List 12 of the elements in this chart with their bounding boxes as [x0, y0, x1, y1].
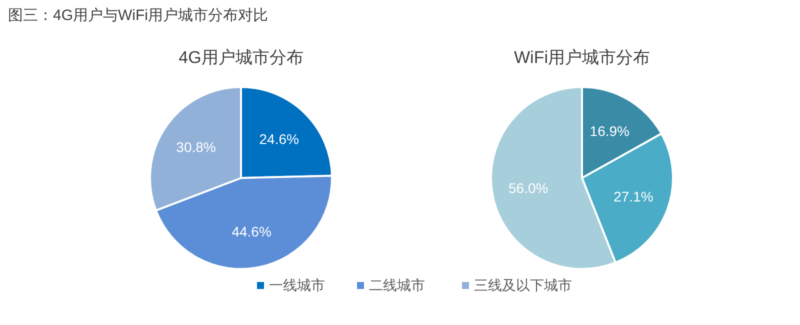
data-label: 27.1%: [614, 188, 654, 204]
legend-label: 三线及以下城市: [474, 277, 572, 293]
chart-title: WiFi用户城市分布: [514, 48, 650, 67]
legend-label: 二线城市: [369, 277, 425, 293]
data-label: 16.9%: [590, 122, 630, 139]
data-label: 24.6%: [259, 130, 299, 147]
data-label: 30.8%: [176, 139, 216, 156]
legend-label: 一线城市: [269, 277, 325, 293]
data-label: 44.6%: [232, 224, 272, 240]
data-label: 56.0%: [508, 180, 548, 196]
chart-title: 4G用户城市分布: [178, 48, 304, 67]
text: 图三：4G用户与WiFi用户城市分布对比: [8, 7, 268, 24]
